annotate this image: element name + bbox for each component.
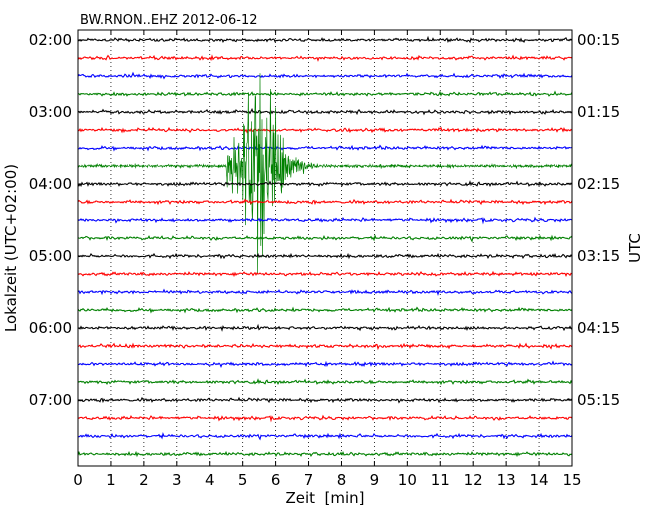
right-time-label-1: 01:15: [577, 103, 620, 121]
seismic-traces: [77, 35, 573, 458]
trace-0: [77, 35, 573, 44]
chart-title: BW.RNON..EHZ 2012-06-12: [80, 13, 258, 28]
trace-2: [77, 71, 573, 80]
x-tick-label-5: 5: [238, 471, 248, 489]
trace-5: [77, 126, 573, 134]
trace-1: [77, 54, 573, 62]
x-tick-label-9: 9: [370, 471, 380, 489]
x-tick-label-3: 3: [172, 471, 182, 489]
x-tick-label-13: 13: [497, 471, 516, 489]
trace-10: [77, 216, 573, 225]
trace-7: [77, 73, 573, 275]
x-tick-label-10: 10: [398, 471, 417, 489]
trace-14: [77, 288, 573, 296]
x-tick-label-7: 7: [304, 471, 314, 489]
y-axis-label-left: Lokalzeit (UTC+02:00): [2, 164, 20, 332]
right-time-axis: 00:15 01:15 02:15 03:15 04:15 05:15: [567, 31, 620, 409]
trace-22: [77, 432, 573, 441]
right-time-label-3: 03:15: [577, 247, 620, 265]
x-tick-label-1: 1: [106, 471, 116, 489]
x-tick-label-0: 0: [73, 471, 83, 489]
left-time-label-1: 03:00: [29, 103, 72, 121]
x-tick-label-15: 15: [562, 471, 581, 489]
x-tick-label-8: 8: [337, 471, 347, 489]
x-tick-label-12: 12: [464, 471, 483, 489]
trace-19: [77, 378, 573, 386]
trace-18: [77, 360, 573, 369]
trace-20: [77, 396, 573, 404]
x-tick-label-6: 6: [271, 471, 281, 489]
trace-6: [77, 144, 573, 152]
trace-8: [77, 180, 573, 188]
grid-lines: [110, 30, 540, 466]
left-time-label-3: 05:00: [29, 247, 72, 265]
right-time-label-4: 04:15: [577, 319, 620, 337]
x-tick-label-14: 14: [530, 471, 549, 489]
trace-4: [77, 107, 573, 116]
trace-11: [77, 234, 573, 243]
x-axis: 0 1 2 3 4 5 6 7 8 9 10 11 12 13 14 15: [73, 30, 582, 489]
left-time-axis: 02:00 03:00 04:00 05:00 06:00 07:00: [29, 31, 83, 409]
right-time-label-2: 02:15: [577, 175, 620, 193]
trace-13: [77, 270, 573, 278]
x-tick-label-11: 11: [431, 471, 450, 489]
trace-15: [77, 306, 573, 314]
plot-frame: [77, 29, 573, 467]
trace-17: [77, 342, 573, 351]
trace-3: [77, 90, 573, 97]
left-time-label-0: 02:00: [29, 31, 72, 49]
trace-16: [77, 323, 573, 332]
right-time-label-5: 05:15: [577, 391, 620, 409]
trace-23: [77, 450, 573, 458]
left-time-label-4: 06:00: [29, 319, 72, 337]
left-time-label-2: 04:00: [29, 175, 72, 193]
x-axis-label: Zeit [min]: [285, 489, 364, 507]
trace-9: [77, 198, 573, 206]
right-time-label-0: 00:15: [577, 31, 620, 49]
x-tick-label-2: 2: [139, 471, 149, 489]
trace-12: [77, 252, 573, 260]
x-tick-label-4: 4: [205, 471, 215, 489]
left-time-label-5: 07:00: [29, 391, 72, 409]
y-axis-label-right: UTC: [626, 233, 644, 263]
trace-21: [77, 414, 573, 423]
